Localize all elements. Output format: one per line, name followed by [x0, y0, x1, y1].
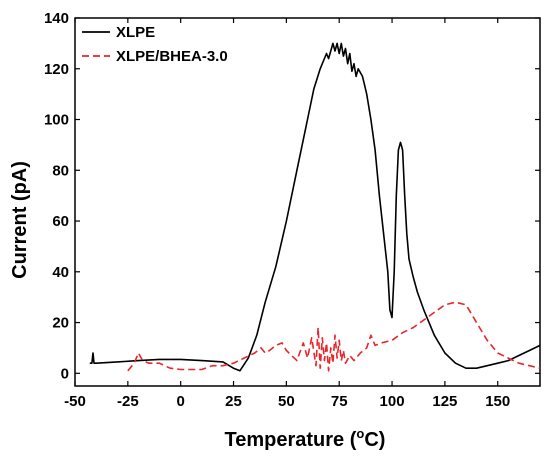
y-tick-label: 40 [52, 264, 69, 281]
series-line-xlpe [89, 42, 541, 372]
plot-frame [74, 17, 541, 387]
x-tick-label: -50 [64, 393, 86, 410]
y-axis-title: Current (pA) [9, 161, 31, 279]
y-tick-label: 140 [44, 10, 69, 27]
y-tick-label: 60 [52, 213, 69, 230]
x-axis-title: Temperature (oC) [225, 426, 386, 451]
x-tick-label: -25 [117, 393, 139, 410]
x-tick-label: 0 [177, 393, 185, 410]
legend-label: XLPE/BHEA-3.0 [116, 48, 228, 65]
y-tick-label: 0 [61, 365, 69, 382]
y-tick-label: 80 [52, 162, 69, 179]
x-tick-label: 50 [278, 393, 295, 410]
x-tick-label: 150 [485, 393, 510, 410]
series-line-xlpe-bhea [127, 301, 541, 372]
x-tick-label: 100 [380, 393, 405, 410]
x-tick-label: 25 [225, 393, 242, 410]
x-tick-label: 75 [331, 393, 348, 410]
y-tick-label: 20 [52, 315, 69, 332]
legend-label: XLPE [116, 24, 155, 41]
y-tick-label: 100 [44, 112, 69, 129]
x-axis-title-unit: C) [364, 429, 385, 451]
x-tick-label: 125 [432, 393, 457, 410]
x-axis-title-degree: o [356, 426, 364, 441]
x-axis-title-main: Temperature ( [225, 429, 357, 451]
y-tick-label: 120 [44, 61, 69, 78]
